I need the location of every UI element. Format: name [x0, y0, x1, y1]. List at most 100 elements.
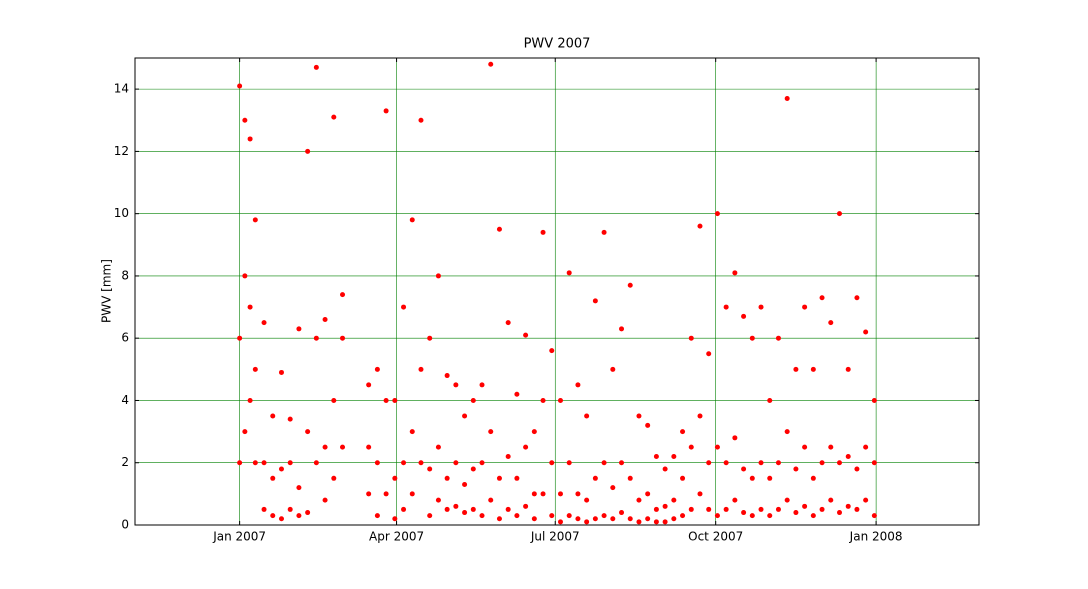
data-point: [610, 366, 616, 372]
data-point: [671, 497, 677, 503]
plot-frame: [134, 57, 980, 526]
data-point: [340, 335, 346, 341]
data-point: [592, 475, 598, 481]
data-point: [514, 513, 520, 519]
y-tick-label: 4: [121, 393, 129, 407]
data-point: [270, 513, 276, 519]
data-point: [514, 475, 520, 481]
data-point: [549, 513, 555, 519]
data-point: [854, 295, 860, 301]
data-point: [409, 491, 415, 497]
data-point: [401, 304, 407, 310]
data-point: [278, 369, 284, 375]
data-point: [714, 513, 720, 519]
data-point: [636, 497, 642, 503]
data-point: [374, 513, 380, 519]
data-point: [793, 510, 799, 516]
data-point: [706, 460, 712, 466]
data-point: [453, 460, 459, 466]
data-point: [453, 503, 459, 509]
data-point: [845, 454, 851, 460]
data-point: [810, 366, 816, 372]
data-point: [653, 506, 659, 512]
data-point: [793, 366, 799, 372]
data-point: [247, 136, 253, 142]
y-tick-label: 10: [114, 206, 129, 220]
data-point: [802, 304, 808, 310]
data-point: [401, 460, 407, 466]
data-point: [549, 348, 555, 354]
data-point: [462, 482, 468, 488]
data-point: [636, 413, 642, 419]
data-point: [845, 366, 851, 372]
data-point: [496, 226, 502, 232]
data-point: [627, 282, 633, 288]
data-point: [810, 513, 816, 519]
data-point: [392, 475, 398, 481]
data-point: [697, 223, 703, 229]
data-point: [575, 491, 581, 497]
data-point: [261, 506, 267, 512]
data-point: [305, 148, 311, 154]
data-point: [287, 416, 293, 422]
data-point: [278, 466, 284, 472]
data-point: [732, 435, 738, 441]
data-point: [819, 460, 825, 466]
data-point: [383, 108, 389, 114]
data-point: [714, 444, 720, 450]
data-point: [374, 460, 380, 466]
data-point: [619, 460, 625, 466]
data-point: [793, 466, 799, 472]
data-point: [252, 366, 258, 372]
data-point: [810, 475, 816, 481]
data-point: [427, 335, 433, 341]
data-point: [662, 503, 668, 509]
data-point: [462, 413, 468, 419]
data-point: [802, 444, 808, 450]
data-point: [242, 429, 248, 435]
data-point: [444, 506, 450, 512]
data-point: [479, 460, 485, 466]
data-point: [566, 270, 572, 276]
data-point: [514, 391, 520, 397]
data-point: [557, 397, 563, 403]
data-point: [427, 513, 433, 519]
data-point: [418, 117, 424, 123]
data-point: [305, 429, 311, 435]
data-point: [662, 466, 668, 472]
data-point: [523, 444, 529, 450]
data-point: [584, 519, 590, 525]
data-point: [488, 497, 494, 503]
data-point: [610, 516, 616, 522]
data-point: [261, 460, 267, 466]
data-point: [540, 491, 546, 497]
data-point: [723, 304, 729, 310]
data-point: [749, 513, 755, 519]
data-point: [767, 397, 773, 403]
data-point: [322, 317, 328, 323]
data-point: [418, 366, 424, 372]
data-point: [584, 497, 590, 503]
data-point: [505, 454, 511, 460]
data-point: [557, 491, 563, 497]
data-point: [645, 516, 651, 522]
data-point: [383, 397, 389, 403]
data-point: [863, 497, 869, 503]
data-point: [601, 460, 607, 466]
data-point: [331, 475, 337, 481]
data-point: [261, 320, 267, 326]
data-point: [863, 329, 869, 335]
data-point: [252, 460, 258, 466]
data-point: [723, 506, 729, 512]
data-point: [627, 516, 633, 522]
data-point: [374, 366, 380, 372]
data-point: [435, 273, 441, 279]
y-tick-label: 12: [114, 144, 129, 158]
data-point: [767, 475, 773, 481]
data-point: [418, 460, 424, 466]
data-point: [427, 466, 433, 472]
data-point: [237, 83, 243, 89]
data-point: [784, 497, 790, 503]
data-point: [540, 229, 546, 235]
